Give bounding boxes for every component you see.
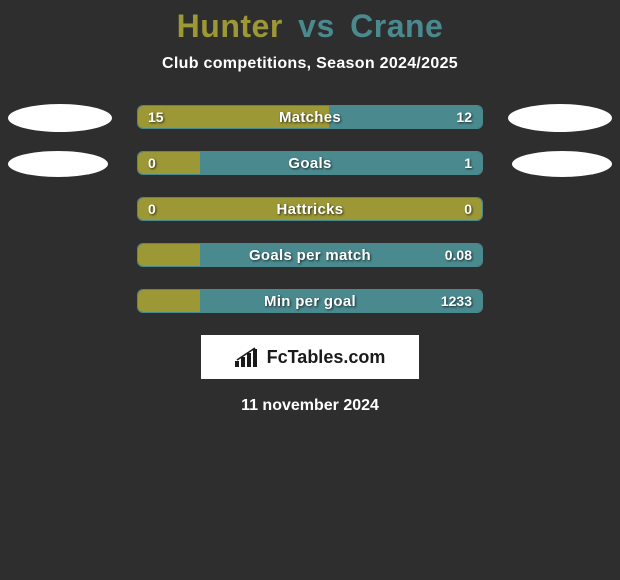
player-photo-right	[512, 151, 612, 177]
player-photo-left	[8, 151, 108, 177]
stat-bar: 1233Min per goal	[137, 289, 483, 313]
title-player1: Hunter	[177, 8, 283, 44]
stat-bar: 01Goals	[137, 151, 483, 175]
player-photo-left	[8, 104, 112, 132]
stat-bar: 00Hattricks	[137, 197, 483, 221]
logo-text: FcTables.com	[267, 347, 386, 368]
bar-fill-player2	[200, 244, 482, 266]
title-vs: vs	[298, 8, 335, 44]
page-title: Hunter vs Crane	[0, 8, 620, 45]
player-photo-right	[508, 104, 612, 132]
stat-row: 1512Matches	[0, 105, 620, 131]
date-text: 11 november 2024	[0, 397, 620, 415]
bar-fill-player1	[138, 290, 200, 312]
logo: FcTables.com	[235, 347, 386, 368]
comparison-widget: Hunter vs Crane Club competitions, Seaso…	[0, 0, 620, 415]
bar-fill-player1	[138, 198, 482, 220]
title-player2: Crane	[350, 8, 443, 44]
bar-fill-player2	[200, 290, 482, 312]
bar-fill-player2	[200, 152, 482, 174]
stat-row: 01Goals	[0, 151, 620, 177]
stat-row: 0.08Goals per match	[0, 243, 620, 269]
bar-fill-player1	[138, 106, 329, 128]
stat-row: 1233Min per goal	[0, 289, 620, 315]
bar-fill-player1	[138, 244, 200, 266]
bar-fill-player2	[329, 106, 482, 128]
bar-fill-player1	[138, 152, 200, 174]
logo-box[interactable]: FcTables.com	[201, 335, 419, 379]
stat-bar: 1512Matches	[137, 105, 483, 129]
stat-bar: 0.08Goals per match	[137, 243, 483, 267]
stats-container: 1512Matches 01Goals 00Hattricks 0.08Goals p…	[0, 105, 620, 315]
stat-row: 00Hattricks	[0, 197, 620, 223]
subtitle: Club competitions, Season 2024/2025	[0, 55, 620, 73]
barchart-icon	[235, 347, 261, 367]
